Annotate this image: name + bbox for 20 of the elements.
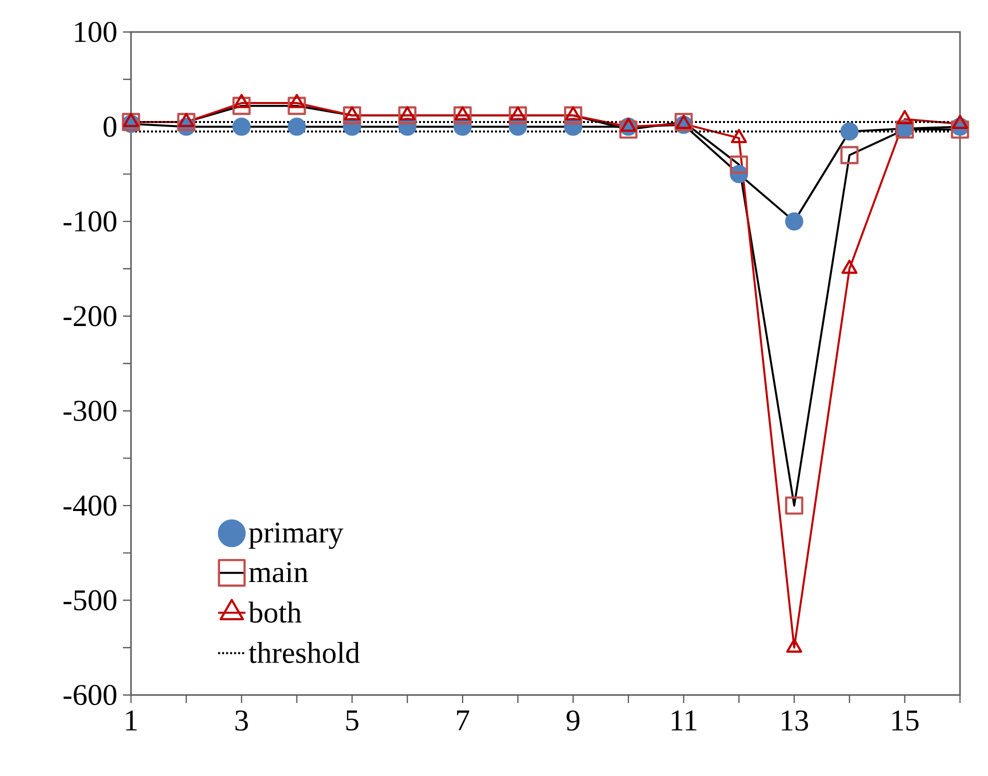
legend-label: both (248, 602, 302, 623)
x-tick-label: 11 (672, 710, 696, 730)
x-tick-label: 1 (126, 710, 137, 730)
y-tick-label: -600 (64, 684, 116, 706)
legend-label: primary (248, 522, 344, 549)
y-tick-label: -500 (64, 590, 116, 610)
x-tick-label: 3 (235, 710, 248, 731)
legend-label: main (249, 562, 308, 582)
x-tick-label: 7 (457, 710, 470, 730)
x-tick-label: 5 (346, 710, 358, 730)
y-tick-label: -400 (64, 495, 116, 516)
x-tick-label: 9 (566, 710, 580, 731)
y-tick-label: -200 (64, 306, 116, 326)
y-tick-label: -300 (64, 400, 116, 421)
y-tick-label: -100 (64, 211, 116, 232)
x-tick-label: 15 (892, 710, 919, 731)
x-tick-label: 13 (782, 710, 808, 731)
y-tick-label: 0 (104, 116, 116, 137)
legend-label: threshold (248, 642, 360, 664)
y-tick-label: 100 (75, 22, 116, 42)
